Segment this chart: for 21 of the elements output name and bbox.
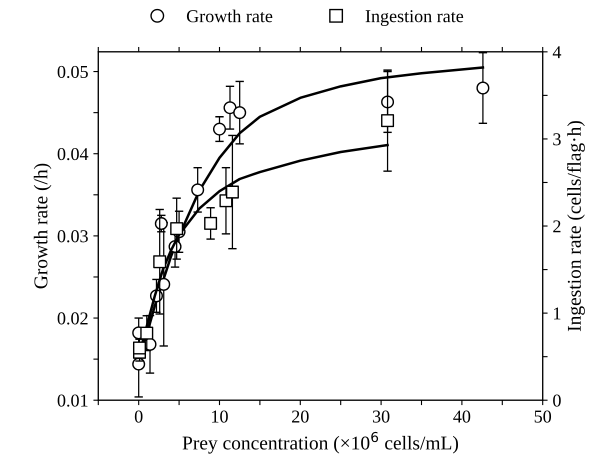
x-tick-label: 0 <box>134 410 143 423</box>
y2-axis-title: Ingestion rate (cells/flag·h) <box>567 121 585 332</box>
x-axis-title: Prey concentration (×10$^{6}$ cells/mL) <box>182 432 458 454</box>
y-tick-label: 0.05 <box>58 66 88 78</box>
y-tick-label: 0.04 <box>58 148 88 160</box>
legend-label: Ingestion rate <box>366 10 464 26</box>
y2-tick-label: 1 <box>554 307 560 320</box>
y2-tick-label: 4 <box>552 46 562 58</box>
x-tick-label: 40 <box>453 410 470 423</box>
y-tick-label: 0.01 <box>58 394 88 407</box>
y2-tick-label: 2 <box>553 220 560 232</box>
y-axis-title: Growth rate (/h) <box>34 164 52 288</box>
y-tick-label: 0.02 <box>58 312 88 325</box>
x-tick-label: 30 <box>372 410 390 423</box>
x-tick-label: 50 <box>534 410 552 423</box>
y-tick-label: 0.03 <box>58 230 88 242</box>
legend-label: Growth rate <box>186 10 272 22</box>
x-tick-label: 10 <box>212 410 228 423</box>
x-tick-label: 20 <box>292 410 309 423</box>
y2-tick-label: 3 <box>553 133 561 146</box>
y2-tick-label: 0 <box>553 394 561 407</box>
